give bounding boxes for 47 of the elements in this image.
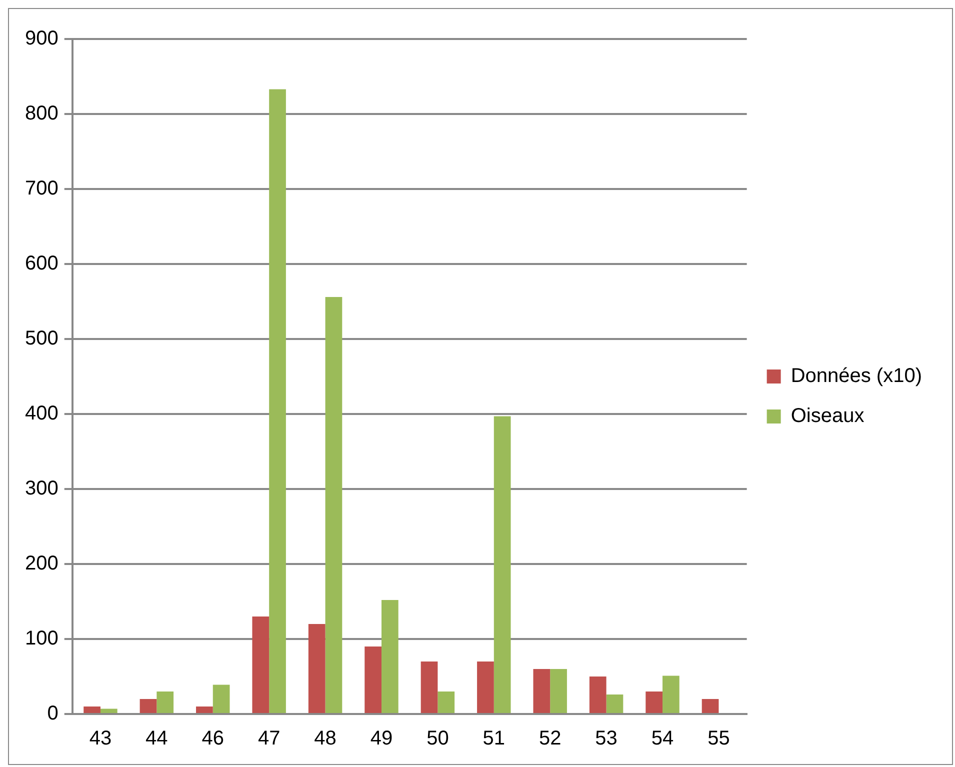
- bar: [381, 600, 398, 713]
- bar: [589, 676, 606, 713]
- x-tick-label: 46: [202, 728, 224, 750]
- x-tick-label: 52: [538, 728, 562, 750]
- bar: [646, 692, 663, 713]
- x-tick-label: 55: [708, 728, 730, 750]
- bar: [196, 706, 213, 713]
- bar: [84, 706, 100, 713]
- x-tick-label: 51: [482, 728, 506, 750]
- y-tick-label: 100: [24, 628, 58, 650]
- bar: [269, 89, 286, 713]
- x-tick-label: 49: [370, 728, 393, 750]
- bar: [494, 416, 511, 713]
- y-tick-label: 700: [24, 178, 58, 200]
- x-tick-label: 50: [426, 728, 449, 750]
- y-tick-label: 900: [24, 28, 58, 50]
- bar: [308, 624, 326, 713]
- bar: [550, 669, 567, 713]
- bar: [140, 699, 157, 713]
- x-tick-label: 47: [258, 728, 280, 750]
- legend-label: Oiseaux: [790, 405, 864, 428]
- y-tick-label: 300: [24, 478, 58, 500]
- bar: [420, 662, 438, 713]
- bar: [533, 669, 550, 713]
- bar: [100, 708, 118, 713]
- bar: [606, 694, 624, 713]
- y-tick-label: 400: [24, 402, 58, 425]
- y-tick-label: 500: [24, 328, 58, 350]
- x-tick-label: 44: [146, 728, 168, 750]
- bar: [252, 616, 270, 713]
- y-tick-label: 600: [24, 252, 58, 275]
- bar: [702, 699, 719, 713]
- bar: [438, 692, 455, 713]
- bar: [364, 646, 382, 713]
- x-tick-label: 53: [595, 728, 618, 750]
- bar: [156, 692, 174, 713]
- bar: [212, 684, 230, 713]
- bar: [477, 662, 494, 713]
- x-tick-label: 54: [651, 728, 674, 750]
- y-tick-label: 0: [47, 702, 58, 725]
- y-tick-label: 200: [24, 552, 58, 575]
- y-tick-label: 800: [24, 102, 58, 125]
- bar: [325, 297, 342, 713]
- bar: [662, 676, 680, 713]
- x-tick-label: 43: [89, 728, 112, 750]
- legend-label: Données (x10): [790, 365, 922, 388]
- x-tick-label: 48: [314, 728, 336, 750]
